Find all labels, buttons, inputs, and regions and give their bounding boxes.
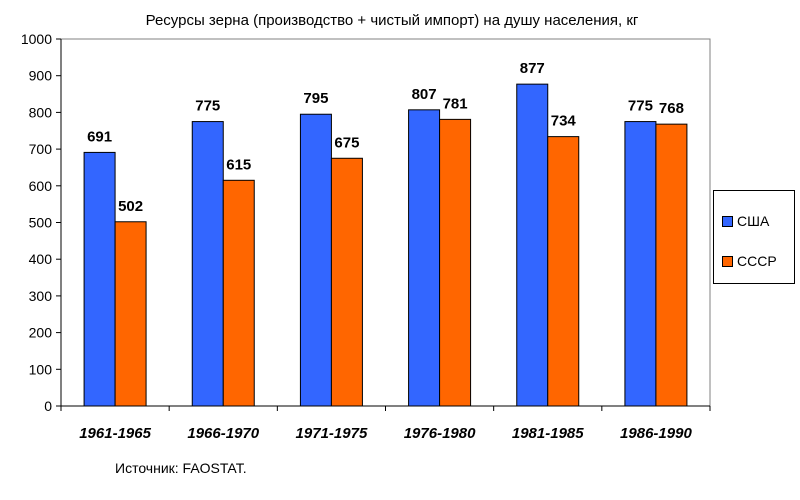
data-label-usa: 795 — [303, 90, 328, 107]
y-tick-label: 500 — [29, 215, 53, 231]
data-label-usa: 691 — [87, 128, 112, 145]
legend-label-ussr: СССР — [737, 253, 777, 269]
y-tick-label: 100 — [29, 361, 53, 377]
legend-swatch-usa — [722, 215, 733, 227]
x-tick-label: 1971-1975 — [296, 425, 368, 442]
y-tick-label: 900 — [29, 68, 53, 84]
data-label-ussr: 768 — [659, 100, 684, 117]
y-tick-label: 600 — [29, 178, 53, 194]
legend-label-usa: США — [737, 213, 770, 229]
y-tick-label: 1000 — [21, 31, 52, 47]
legend-item-ussr: СССР — [722, 253, 777, 269]
x-tick-label: 1976-1980 — [404, 425, 476, 442]
x-tick-label: 1966-1970 — [187, 425, 259, 442]
legend: США СССР — [713, 190, 795, 284]
data-label-usa: 775 — [628, 98, 653, 115]
bar-usa — [516, 83, 549, 407]
bar-usa — [191, 121, 224, 407]
x-tick-label: 1961-1965 — [79, 425, 151, 442]
bar-ussr — [114, 221, 147, 407]
x-tick-label: 1981-1985 — [512, 425, 584, 442]
data-label-ussr: 675 — [334, 134, 359, 151]
bar-ussr — [655, 123, 688, 407]
bar-usa — [624, 121, 657, 407]
data-label-usa: 775 — [195, 98, 220, 115]
y-tick-label: 200 — [29, 325, 53, 341]
bar-ussr — [547, 136, 580, 407]
legend-swatch-ussr — [722, 255, 733, 267]
bar-usa — [83, 151, 116, 407]
data-label-usa: 877 — [520, 60, 545, 77]
bar-ussr — [439, 118, 472, 407]
y-tick-label: 700 — [29, 141, 53, 157]
data-label-ussr: 781 — [443, 95, 468, 112]
source-note: Источник: FAOSTAT. — [115, 460, 247, 476]
plot-area — [60, 38, 711, 407]
data-label-ussr: 734 — [551, 113, 577, 130]
bar-ussr — [330, 157, 363, 407]
bar-usa — [408, 109, 441, 407]
bar-ussr — [222, 179, 255, 407]
data-label-usa: 807 — [412, 86, 437, 103]
data-label-ussr: 615 — [226, 156, 251, 173]
y-tick-label: 800 — [29, 104, 53, 120]
y-tick-label: 300 — [29, 288, 53, 304]
data-label-ussr: 502 — [118, 198, 143, 215]
legend-item-usa: США — [722, 213, 769, 229]
y-tick-label: 0 — [44, 398, 52, 414]
y-tick-label: 400 — [29, 251, 53, 267]
bar-usa — [299, 113, 332, 407]
chart-title: Ресурсы зерна (производство + чистый имп… — [146, 12, 639, 29]
x-tick-label: 1986-1990 — [620, 425, 692, 442]
